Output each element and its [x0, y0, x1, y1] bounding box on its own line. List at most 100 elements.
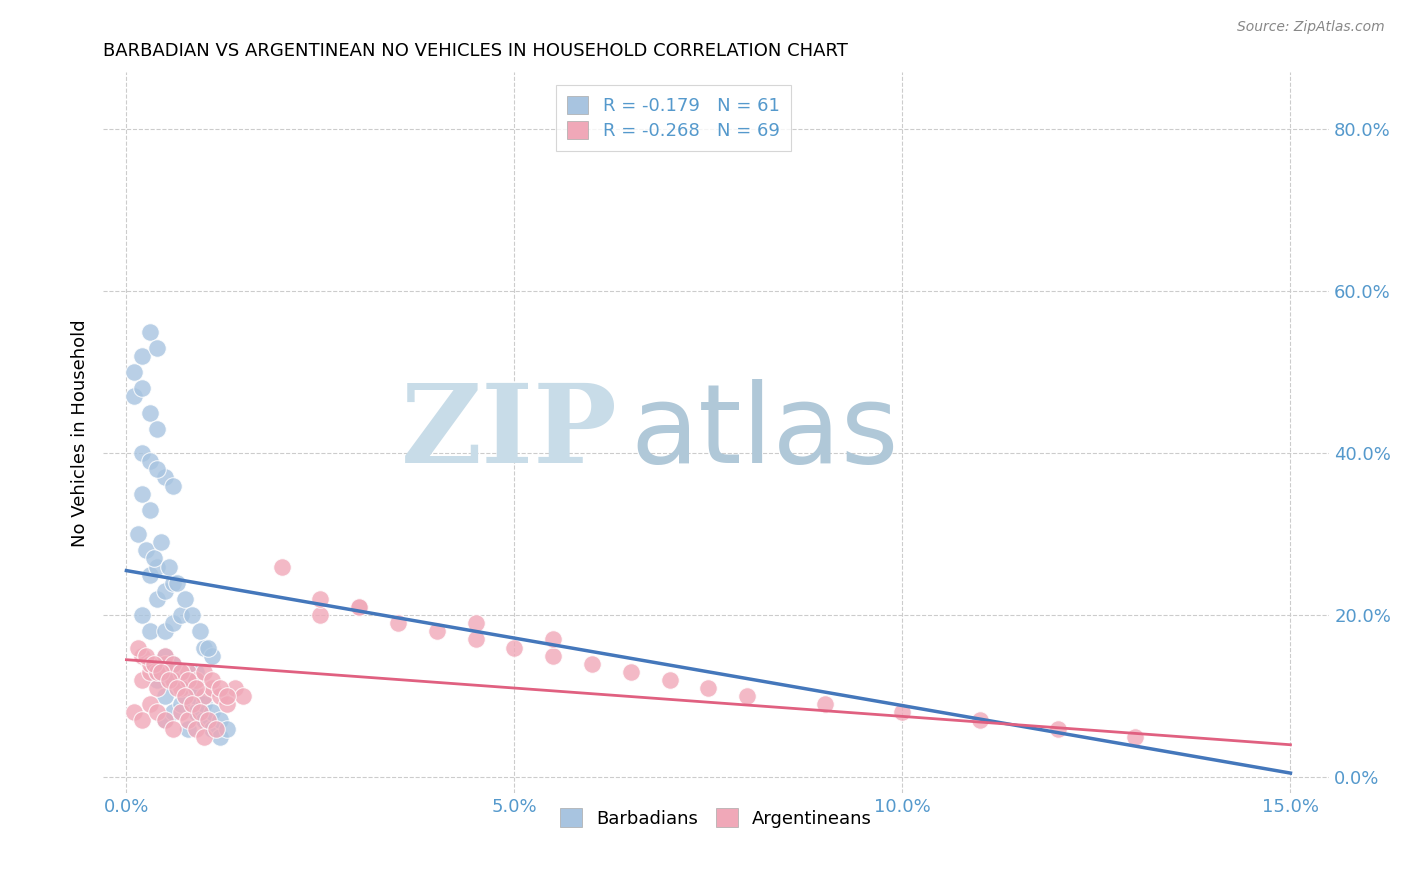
- Point: [193, 665, 215, 679]
- Point: [181, 698, 204, 712]
- Point: [131, 486, 153, 500]
- Point: [181, 608, 204, 623]
- Point: [127, 640, 149, 655]
- Point: [186, 681, 208, 695]
- Point: [122, 389, 145, 403]
- Text: ZIP: ZIP: [401, 379, 619, 486]
- Point: [201, 706, 224, 720]
- Point: [188, 624, 211, 639]
- Point: [697, 681, 720, 695]
- Point: [138, 503, 160, 517]
- Legend: Barbadians, Argentineans: Barbadians, Argentineans: [553, 801, 879, 835]
- Point: [193, 730, 215, 744]
- Point: [620, 665, 643, 679]
- Point: [186, 665, 208, 679]
- Point: [138, 698, 160, 712]
- Point: [131, 608, 153, 623]
- Point: [177, 681, 200, 695]
- Point: [347, 600, 370, 615]
- Point: [177, 665, 200, 679]
- Point: [170, 706, 193, 720]
- Point: [347, 600, 370, 615]
- Point: [208, 689, 231, 703]
- Point: [131, 673, 153, 687]
- Point: [142, 657, 165, 671]
- Point: [131, 349, 153, 363]
- Point: [208, 714, 231, 728]
- Point: [127, 527, 149, 541]
- Point: [217, 722, 239, 736]
- Point: [162, 657, 184, 671]
- Point: [232, 689, 254, 703]
- Point: [155, 583, 177, 598]
- Point: [146, 422, 169, 436]
- Point: [131, 446, 153, 460]
- Point: [193, 640, 215, 655]
- Point: [146, 462, 169, 476]
- Point: [170, 608, 193, 623]
- Point: [270, 559, 292, 574]
- Point: [201, 722, 224, 736]
- Point: [581, 657, 603, 671]
- Point: [138, 454, 160, 468]
- Point: [162, 673, 184, 687]
- Point: [1046, 722, 1069, 736]
- Point: [162, 673, 184, 687]
- Point: [146, 706, 169, 720]
- Point: [155, 714, 177, 728]
- Point: [146, 591, 169, 606]
- Point: [131, 648, 153, 663]
- Point: [208, 681, 231, 695]
- Y-axis label: No Vehicles in Household: No Vehicles in Household: [72, 319, 89, 547]
- Point: [464, 632, 486, 647]
- Point: [146, 341, 169, 355]
- Point: [201, 681, 224, 695]
- Point: [208, 730, 231, 744]
- Point: [814, 698, 837, 712]
- Point: [193, 689, 215, 703]
- Point: [138, 665, 160, 679]
- Point: [155, 624, 177, 639]
- Text: atlas: atlas: [630, 379, 898, 486]
- Point: [197, 714, 219, 728]
- Point: [170, 673, 193, 687]
- Point: [309, 591, 332, 606]
- Point: [387, 616, 409, 631]
- Point: [162, 616, 184, 631]
- Point: [177, 681, 200, 695]
- Text: BARBADIAN VS ARGENTINEAN NO VEHICLES IN HOUSEHOLD CORRELATION CHART: BARBADIAN VS ARGENTINEAN NO VEHICLES IN …: [103, 42, 848, 60]
- Point: [162, 665, 184, 679]
- Point: [1123, 730, 1146, 744]
- Point: [162, 706, 184, 720]
- Point: [170, 681, 193, 695]
- Point: [426, 624, 449, 639]
- Point: [186, 673, 208, 687]
- Point: [138, 657, 160, 671]
- Point: [157, 673, 180, 687]
- Point: [162, 478, 184, 492]
- Point: [155, 470, 177, 484]
- Point: [146, 665, 169, 679]
- Point: [173, 689, 195, 703]
- Point: [146, 673, 169, 687]
- Point: [541, 632, 564, 647]
- Point: [177, 714, 200, 728]
- Point: [150, 665, 173, 679]
- Point: [138, 624, 160, 639]
- Point: [142, 551, 165, 566]
- Point: [173, 591, 195, 606]
- Point: [166, 575, 188, 590]
- Point: [162, 575, 184, 590]
- Point: [464, 616, 486, 631]
- Point: [146, 559, 169, 574]
- Point: [138, 325, 160, 339]
- Point: [217, 698, 239, 712]
- Point: [170, 698, 193, 712]
- Point: [131, 714, 153, 728]
- Point: [193, 714, 215, 728]
- Point: [224, 681, 246, 695]
- Point: [969, 714, 991, 728]
- Point: [186, 722, 208, 736]
- Point: [138, 567, 160, 582]
- Point: [155, 648, 177, 663]
